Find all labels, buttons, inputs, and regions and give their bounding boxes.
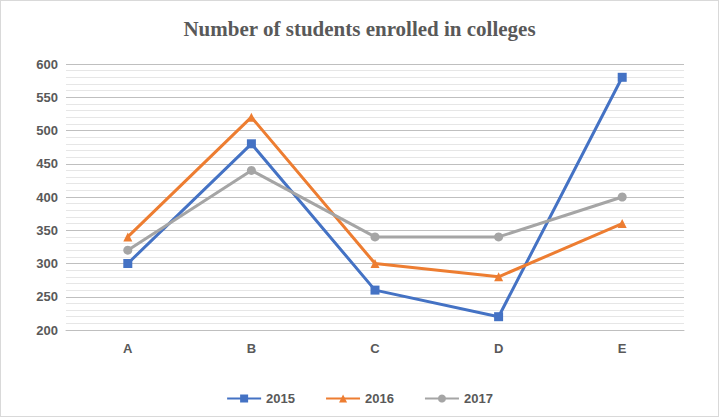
svg-text:250: 250 <box>36 289 58 304</box>
svg-text:C: C <box>370 341 380 356</box>
svg-text:600: 600 <box>36 57 58 72</box>
svg-text:Number of students enrolled in: Number of students enrolled in colleges <box>183 17 535 41</box>
svg-text:D: D <box>494 341 503 356</box>
svg-text:A: A <box>123 341 133 356</box>
svg-text:B: B <box>247 341 256 356</box>
svg-text:450: 450 <box>36 156 58 171</box>
svg-text:400: 400 <box>36 190 58 205</box>
svg-text:2016: 2016 <box>365 391 394 406</box>
svg-text:500: 500 <box>36 123 58 138</box>
svg-text:E: E <box>618 341 627 356</box>
svg-text:300: 300 <box>36 256 58 271</box>
svg-text:350: 350 <box>36 223 58 238</box>
svg-text:2017: 2017 <box>464 391 493 406</box>
svg-text:200: 200 <box>36 323 58 338</box>
svg-text:2015: 2015 <box>266 391 295 406</box>
svg-text:550: 550 <box>36 90 58 105</box>
